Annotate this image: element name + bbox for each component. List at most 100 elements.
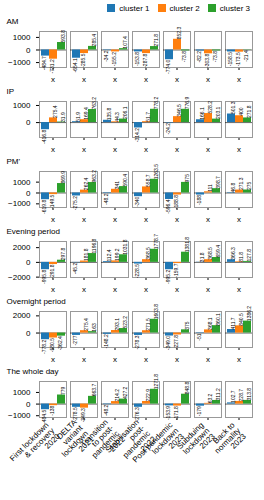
- svg-text:366.3: 366.3: [230, 247, 236, 260]
- svg-text:0: 0: [26, 329, 31, 338]
- svg-text:x: x: [237, 355, 241, 364]
- svg-text:-277: -277: [72, 335, 78, 345]
- svg-text:214.2: 214.2: [114, 389, 120, 402]
- svg-text:848.8: 848.8: [184, 381, 190, 394]
- svg-text:-596.4: -596.4: [165, 199, 171, 213]
- svg-text:-654.1: -654.1: [72, 58, 78, 72]
- svg-text:x: x: [206, 215, 210, 224]
- svg-text:-995.8: -995.8: [41, 270, 47, 284]
- svg-text:206.1: 206.1: [122, 106, 128, 119]
- svg-text:-278.5: -278.5: [72, 407, 78, 421]
- svg-text:x: x: [206, 355, 210, 364]
- svg-text:-314.2: -314.2: [134, 128, 140, 142]
- svg-text:368.5: 368.5: [145, 247, 151, 260]
- svg-text:Subduinglockdown2023: Subduinglockdown2023: [175, 420, 217, 462]
- svg-text:107.4: 107.4: [122, 36, 128, 49]
- svg-text:x: x: [206, 75, 210, 84]
- svg-text:81.8: 81.8: [238, 252, 244, 262]
- svg-text:1000: 1000: [13, 178, 31, 187]
- svg-text:963.2: 963.2: [91, 170, 97, 183]
- svg-text:346.5: 346.5: [176, 104, 182, 117]
- svg-text:271.5: 271.5: [145, 318, 151, 331]
- svg-text:-48.2: -48.2: [103, 404, 109, 416]
- svg-text:-82.2: -82.2: [196, 51, 202, 63]
- svg-text:1196.8: 1196.8: [91, 238, 97, 253]
- svg-text:-155.2: -155.2: [111, 52, 117, 66]
- svg-text:x: x: [175, 285, 179, 294]
- svg-text:-228.5: -228.5: [134, 264, 140, 278]
- svg-text:-173.5: -173.5: [235, 52, 241, 66]
- svg-text:275: 275: [246, 181, 252, 190]
- svg-text:763.2: 763.2: [91, 97, 97, 110]
- svg-text:1778.7: 1778.7: [153, 234, 159, 250]
- svg-text:2000: 2000: [13, 243, 31, 252]
- svg-text:63.2: 63.2: [207, 393, 213, 403]
- svg-text:1031.8: 1031.8: [122, 239, 128, 255]
- svg-text:x: x: [82, 75, 86, 84]
- svg-text:x: x: [82, 215, 86, 224]
- svg-text:x: x: [237, 285, 241, 294]
- svg-text:-580.5: -580.5: [49, 338, 55, 352]
- svg-text:x: x: [144, 145, 148, 154]
- svg-text:590.4: 590.4: [122, 174, 128, 187]
- svg-text:x: x: [237, 215, 241, 224]
- svg-text:0: 0: [26, 118, 31, 127]
- svg-text:-51: -51: [196, 333, 202, 340]
- svg-text:501.3: 501.3: [230, 101, 236, 114]
- svg-text:311.2: 311.2: [215, 388, 221, 400]
- svg-text:x: x: [113, 285, 117, 294]
- svg-text:x: x: [82, 285, 86, 294]
- svg-text:AM: AM: [7, 17, 19, 26]
- svg-text:-227.8: -227.8: [173, 335, 179, 349]
- svg-text:869.9: 869.9: [60, 171, 66, 184]
- svg-text:166.1: 166.1: [199, 107, 205, 120]
- svg-text:-340: -340: [134, 196, 140, 206]
- svg-text:271.3: 271.3: [238, 177, 244, 190]
- svg-text:135.8: 135.8: [106, 108, 112, 121]
- svg-text:368.1: 368.1: [207, 317, 213, 330]
- svg-text:-774.0: -774.0: [165, 60, 171, 74]
- svg-text:-276.3: -276.3: [134, 407, 140, 421]
- svg-text:181.8: 181.8: [83, 248, 89, 261]
- svg-text:523.2: 523.2: [122, 316, 128, 329]
- svg-text:-149.5: -149.5: [49, 194, 55, 208]
- svg-text:−1000: −1000: [8, 411, 31, 420]
- svg-text:411.7: 411.7: [230, 317, 236, 329]
- svg-text:-778.2: -778.2: [41, 340, 47, 354]
- svg-text:-484.7: -484.7: [41, 56, 47, 70]
- svg-text:-34.2: -34.2: [103, 50, 109, 62]
- svg-text:x: x: [51, 145, 55, 154]
- svg-text:x: x: [82, 145, 86, 154]
- svg-text:779: 779: [60, 386, 66, 395]
- svg-text:-45.2: -45.2: [72, 263, 78, 275]
- svg-text:297.8: 297.8: [60, 247, 66, 260]
- svg-text:Back tonormality2023: Back tonormality2023: [207, 420, 248, 461]
- svg-text:46.8: 46.8: [230, 183, 236, 193]
- svg-text:778.2: 778.2: [153, 97, 159, 110]
- svg-text:127.8: 127.8: [246, 249, 252, 262]
- svg-text:663.7: 663.7: [91, 384, 97, 397]
- svg-text:-153.9: -153.9: [165, 406, 171, 420]
- svg-text:x: x: [144, 355, 148, 364]
- svg-text:840.5: 840.5: [238, 313, 244, 326]
- svg-text:51.7: 51.7: [145, 112, 151, 122]
- svg-text:-287.8: -287.8: [142, 53, 148, 67]
- svg-text:-484.5: -484.5: [41, 410, 47, 424]
- svg-text:1000: 1000: [13, 101, 31, 110]
- svg-text:1386.2: 1386.2: [246, 306, 252, 322]
- svg-text:776.9: 776.9: [184, 97, 190, 110]
- svg-text:-158.5: -158.5: [227, 52, 233, 66]
- svg-text:203.1: 203.1: [215, 106, 221, 119]
- svg-text:1603.8: 1603.8: [153, 304, 159, 320]
- svg-text:1271.8: 1271.8: [153, 374, 159, 390]
- svg-text:398.7: 398.7: [215, 176, 221, 189]
- svg-text:-349.0: -349.0: [165, 336, 171, 350]
- svg-text:x: x: [206, 285, 210, 294]
- svg-text:341: 341: [114, 181, 120, 190]
- svg-text:-995.2: -995.2: [165, 270, 171, 284]
- svg-text:-188: -188: [196, 195, 202, 205]
- svg-text:313.8: 313.8: [246, 388, 252, 401]
- svg-text:1263.5: 1263.5: [153, 164, 159, 180]
- svg-text:860.1: 860.1: [215, 313, 221, 326]
- svg-text:x: x: [51, 75, 55, 84]
